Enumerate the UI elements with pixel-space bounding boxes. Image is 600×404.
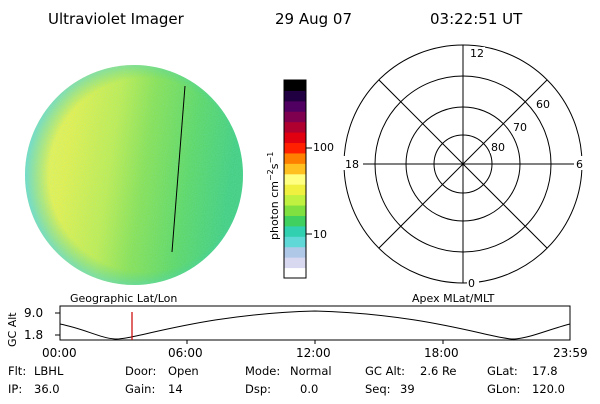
colorbar-band bbox=[284, 225, 306, 237]
header-date: 29 Aug 07 bbox=[275, 10, 352, 28]
colorbar-band bbox=[284, 236, 306, 248]
glon-label: GLon: bbox=[487, 382, 520, 396]
mlt-label-0: 0 bbox=[468, 277, 475, 290]
seq-label: Seq: bbox=[365, 382, 391, 396]
colorbar-band bbox=[284, 152, 306, 164]
colorbar-band bbox=[284, 132, 306, 144]
colorbar-tick-10: 10 bbox=[313, 228, 327, 241]
time-tick-0600: 06:00 bbox=[168, 346, 203, 360]
lat-label-70: 70 bbox=[513, 121, 527, 134]
seq-value: 39 bbox=[400, 382, 415, 396]
time-tick-1200: 12:00 bbox=[296, 346, 331, 360]
colorbar-band bbox=[284, 90, 306, 102]
dsp-value: 0.0 bbox=[300, 382, 318, 396]
time-tick-0000: 00:00 bbox=[42, 346, 77, 360]
alt-tick-1.8: 1.8 bbox=[24, 328, 43, 342]
colorbar-band bbox=[284, 80, 306, 91]
flt-label: Flt: bbox=[8, 364, 26, 378]
glat-value: 17.8 bbox=[532, 364, 558, 378]
door-value: Open bbox=[168, 364, 199, 378]
colorbar-band bbox=[284, 173, 306, 185]
time-tick-1800: 18:00 bbox=[424, 346, 459, 360]
instrument-title: Ultraviolet Imager bbox=[48, 10, 185, 28]
ip-label: IP: bbox=[8, 382, 22, 396]
mode-value: Normal bbox=[290, 364, 332, 378]
polar-plot bbox=[343, 44, 583, 284]
satellite-track-line bbox=[171, 85, 186, 253]
colorbar-band bbox=[284, 257, 306, 269]
colorbar-band bbox=[284, 142, 306, 154]
door-label: Door: bbox=[125, 364, 156, 378]
altitude-curve bbox=[59, 310, 571, 340]
gcalt-value: 2.6 Re bbox=[420, 364, 457, 378]
colorbar-band bbox=[284, 163, 306, 175]
info-panel: Flt: LBHL IP: 36.0 Door: Open Gain: 14 M… bbox=[8, 364, 565, 396]
colorbar-band bbox=[284, 215, 306, 227]
gain-label: Gain: bbox=[125, 382, 155, 396]
header-time: 03:22:51 UT bbox=[430, 10, 523, 28]
colorbar: 100 10 photon cm−2s−1 bbox=[266, 79, 334, 279]
colorbar-band bbox=[284, 111, 306, 123]
colorbar-bands bbox=[284, 80, 306, 279]
altitude-plot: 9.0 1.8 GC Alt 00:00 06:00 12:00 18:00 2… bbox=[6, 305, 588, 360]
colorbar-unit-label: photon cm−2s−1 bbox=[266, 152, 281, 240]
dsp-label: Dsp: bbox=[245, 382, 271, 396]
colorbar-band bbox=[284, 121, 306, 133]
colorbar-band bbox=[284, 246, 306, 258]
colorbar-band bbox=[284, 100, 306, 112]
mlt-label-18: 18 bbox=[345, 158, 359, 171]
gain-value: 14 bbox=[168, 382, 183, 396]
flt-value: LBHL bbox=[34, 364, 64, 378]
glat-label: GLat: bbox=[487, 364, 518, 378]
alt-tick-9: 9.0 bbox=[24, 306, 43, 320]
lat-label-80: 80 bbox=[491, 141, 505, 154]
gcalt-label: GC Alt: bbox=[365, 364, 405, 378]
apex-label: Apex MLat/MLT bbox=[412, 292, 495, 305]
time-tick-2359: 23:59 bbox=[553, 346, 588, 360]
uv-earth-image bbox=[25, 65, 243, 285]
mlt-label-6: 6 bbox=[576, 158, 583, 171]
ip-value: 36.0 bbox=[34, 382, 60, 396]
colorbar-band bbox=[284, 205, 306, 216]
colorbar-tick-100: 100 bbox=[313, 141, 334, 154]
lat-label-60: 60 bbox=[536, 98, 550, 111]
colorbar-band bbox=[284, 194, 306, 206]
colorbar-band bbox=[284, 184, 306, 196]
glon-value: 120.0 bbox=[532, 382, 565, 396]
mode-label: Mode: bbox=[245, 364, 280, 378]
mlt-label-12: 12 bbox=[470, 47, 484, 60]
colorbar-band bbox=[284, 267, 306, 279]
alt-ylabel: GC Alt bbox=[6, 312, 19, 347]
geographic-label: Geographic Lat/Lon bbox=[70, 292, 177, 305]
